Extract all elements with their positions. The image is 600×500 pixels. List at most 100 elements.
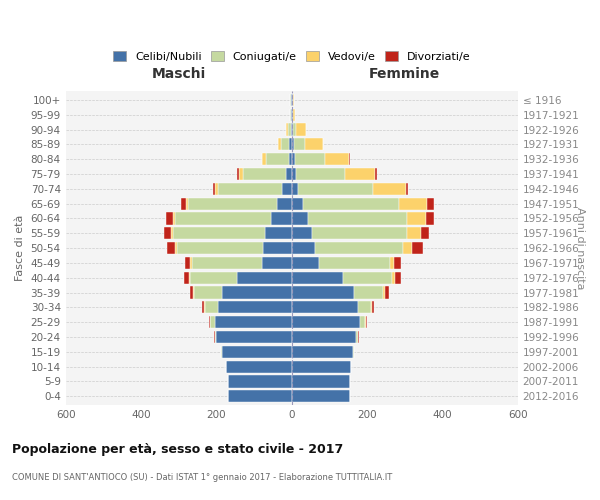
Bar — [373, 183, 406, 195]
Bar — [173, 227, 265, 239]
Bar — [263, 242, 292, 254]
Bar — [421, 227, 429, 239]
Bar — [292, 227, 313, 239]
Bar — [291, 94, 292, 106]
Legend: Celibi/Nubili, Coniugati/e, Vedovi/e, Divorziati/e: Celibi/Nubili, Coniugati/e, Vedovi/e, Di… — [109, 46, 475, 66]
Bar — [290, 94, 291, 106]
Bar — [292, 346, 353, 358]
Bar — [290, 124, 292, 136]
Text: Popolazione per età, sesso e stato civile - 2017: Popolazione per età, sesso e stato civil… — [12, 442, 343, 456]
Bar — [308, 212, 407, 224]
Bar — [166, 212, 173, 224]
Bar — [265, 227, 292, 239]
Bar — [315, 242, 403, 254]
Bar — [298, 183, 373, 195]
Bar — [292, 390, 350, 402]
Bar — [185, 257, 190, 269]
Bar — [407, 227, 421, 239]
Bar — [289, 153, 292, 166]
Bar — [186, 198, 188, 209]
Bar — [395, 272, 401, 284]
Bar — [296, 124, 307, 136]
Bar — [293, 124, 296, 136]
Bar — [383, 286, 385, 298]
Bar — [292, 286, 354, 298]
Bar — [288, 124, 290, 136]
Bar — [412, 242, 422, 254]
Bar — [295, 153, 325, 166]
Bar — [292, 94, 293, 106]
Bar — [427, 198, 434, 209]
Bar — [407, 212, 426, 224]
Bar — [356, 331, 358, 343]
Bar — [366, 316, 367, 328]
Bar — [167, 242, 175, 254]
Bar — [292, 360, 351, 372]
Bar — [291, 108, 292, 121]
Bar — [354, 286, 383, 298]
Bar — [359, 316, 365, 328]
Bar — [266, 153, 289, 166]
Bar — [262, 153, 266, 166]
Bar — [221, 346, 222, 358]
Bar — [399, 198, 427, 209]
Bar — [243, 168, 286, 180]
Bar — [313, 227, 407, 239]
Y-axis label: Fasce di età: Fasce di età — [15, 215, 25, 282]
Bar — [374, 168, 377, 180]
Bar — [193, 286, 194, 298]
Bar — [394, 257, 401, 269]
Bar — [406, 183, 408, 195]
Bar — [227, 390, 292, 402]
Bar — [296, 168, 344, 180]
Bar — [390, 257, 394, 269]
Bar — [215, 331, 217, 343]
Bar — [214, 331, 215, 343]
Bar — [192, 257, 262, 269]
Bar — [303, 198, 399, 209]
Bar — [292, 183, 298, 195]
Bar — [278, 138, 281, 150]
Bar — [164, 227, 171, 239]
Bar — [215, 316, 292, 328]
Bar — [373, 302, 374, 314]
Bar — [217, 331, 292, 343]
Bar — [292, 257, 319, 269]
Bar — [184, 272, 188, 284]
Bar — [214, 183, 215, 195]
Bar — [281, 138, 289, 150]
Bar — [209, 316, 210, 328]
Bar — [286, 168, 292, 180]
Bar — [205, 302, 218, 314]
Bar — [365, 316, 366, 328]
Bar — [292, 138, 294, 150]
Bar — [292, 153, 295, 166]
Bar — [271, 212, 292, 224]
Bar — [292, 272, 343, 284]
Bar — [293, 108, 295, 121]
Bar — [325, 153, 349, 166]
Bar — [343, 272, 392, 284]
Bar — [237, 168, 239, 180]
Bar — [190, 272, 237, 284]
Text: Femmine: Femmine — [369, 66, 440, 80]
Bar — [292, 316, 359, 328]
Bar — [371, 302, 373, 314]
Bar — [173, 212, 175, 224]
Bar — [202, 302, 205, 314]
Text: COMUNE DI SANT'ANTIOCO (SU) - Dati ISTAT 1° gennaio 2017 - Elaborazione TUTTITAL: COMUNE DI SANT'ANTIOCO (SU) - Dati ISTAT… — [12, 472, 392, 482]
Bar — [188, 272, 190, 284]
Bar — [358, 331, 359, 343]
Bar — [403, 242, 412, 254]
Bar — [358, 302, 371, 314]
Bar — [175, 242, 177, 254]
Bar — [171, 227, 173, 239]
Bar — [194, 286, 222, 298]
Bar — [181, 198, 186, 209]
Bar — [349, 153, 350, 166]
Bar — [277, 198, 292, 209]
Bar — [290, 108, 291, 121]
Bar — [286, 124, 288, 136]
Bar — [190, 257, 192, 269]
Bar — [305, 138, 323, 150]
